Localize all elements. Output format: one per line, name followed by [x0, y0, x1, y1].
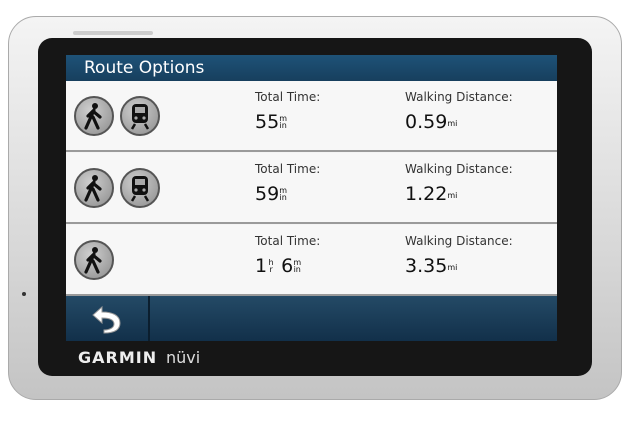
unit-top: m: [279, 186, 288, 195]
distance-number: 0.59: [405, 111, 448, 133]
walking-distance-label: Walking Distance:: [405, 162, 513, 176]
walking-distance-value: 3.35mi: [405, 255, 458, 277]
unit-bottom: in: [279, 193, 287, 202]
model-name: nüvi: [166, 348, 201, 367]
total-time-value: 55m in: [255, 111, 287, 133]
walking-distance-value: 0.59mi: [405, 111, 458, 133]
distance-unit: mi: [447, 263, 458, 272]
route-option-row[interactable]: Total Time: 55m in Walking Distance: 0.59mi: [66, 81, 557, 152]
page-title: Route Options: [66, 55, 557, 81]
route-option-row[interactable]: Total Time: 1h r 6m in Walking Distance: 3.35…: [66, 225, 557, 296]
total-time-label: Total Time:: [255, 162, 321, 176]
walk-icon: [74, 168, 114, 208]
time-number: 6: [275, 255, 294, 277]
distance-unit: mi: [447, 119, 458, 128]
back-arrow-icon: [92, 305, 121, 334]
unit-bottom: r: [269, 265, 273, 274]
distance-unit: mi: [447, 191, 458, 200]
walking-distance-label: Walking Distance:: [405, 234, 513, 248]
time-unit: m in: [279, 186, 288, 202]
walk-icon: [74, 96, 114, 136]
microphone-dot: [22, 292, 26, 296]
route-option-row[interactable]: Total Time: 59m in Walking Distance: 1.22mi: [66, 153, 557, 224]
time-number: 1: [255, 255, 268, 277]
time-unit: m in: [279, 114, 288, 130]
walking-distance-value: 1.22mi: [405, 183, 458, 205]
train-icon: [120, 168, 160, 208]
unit-bottom: in: [279, 121, 287, 130]
unit-top: m: [293, 258, 302, 267]
total-time-label: Total Time:: [255, 234, 321, 248]
time-number: 55: [255, 111, 280, 133]
bottom-bar: [66, 296, 557, 341]
unit-top: m: [279, 114, 288, 123]
distance-number: 3.35: [405, 255, 448, 277]
time-unit: m in: [293, 258, 302, 274]
distance-number: 1.22: [405, 183, 448, 205]
screen: Route Options Total Time: 55m in Walking Di…: [66, 55, 557, 341]
brand-logo: GARMIN: [78, 348, 158, 367]
power-button: [73, 31, 153, 35]
walk-icon: [74, 240, 114, 280]
time-number: 59: [255, 183, 280, 205]
total-time-label: Total Time:: [255, 90, 321, 104]
train-icon: [120, 96, 160, 136]
walking-distance-label: Walking Distance:: [405, 90, 513, 104]
back-button[interactable]: [66, 296, 150, 341]
total-time-value: 1h r 6m in: [255, 255, 301, 277]
unit-top: h: [268, 258, 274, 267]
total-time-value: 59m in: [255, 183, 287, 205]
unit-bottom: in: [293, 265, 301, 274]
